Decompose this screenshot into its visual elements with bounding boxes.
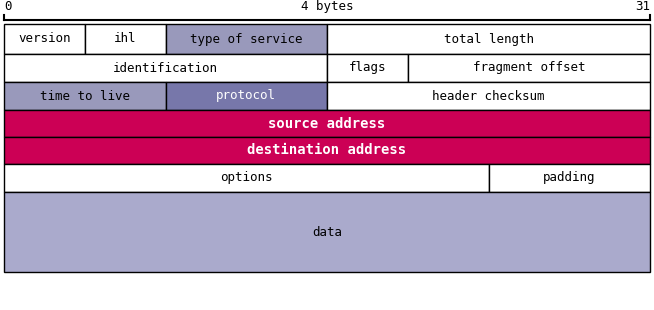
Bar <box>85 24 165 54</box>
Text: time to live: time to live <box>40 90 129 103</box>
Text: ihl: ihl <box>114 33 137 46</box>
Text: protocol: protocol <box>216 90 276 103</box>
Bar <box>4 82 165 110</box>
Bar <box>407 54 650 82</box>
Bar <box>489 164 650 192</box>
Text: 4 bytes: 4 bytes <box>301 0 353 13</box>
Text: flags: flags <box>349 61 386 74</box>
Bar <box>4 137 650 164</box>
Bar <box>4 110 650 137</box>
Text: padding: padding <box>543 171 596 184</box>
Bar <box>4 192 650 272</box>
Bar <box>165 24 327 54</box>
Text: header checksum: header checksum <box>432 90 545 103</box>
Text: 0: 0 <box>4 0 12 13</box>
Bar <box>4 54 327 82</box>
Text: fragment offset: fragment offset <box>473 61 585 74</box>
Text: options: options <box>220 171 273 184</box>
Text: type of service: type of service <box>190 33 303 46</box>
Text: version: version <box>18 33 71 46</box>
Text: identification: identification <box>113 61 218 74</box>
Bar <box>165 82 327 110</box>
Text: 31: 31 <box>635 0 650 13</box>
Bar <box>4 24 85 54</box>
Bar <box>327 82 650 110</box>
Text: destination address: destination address <box>247 144 407 157</box>
Text: source address: source address <box>268 117 386 131</box>
Bar <box>4 164 489 192</box>
Bar <box>327 24 650 54</box>
Text: data: data <box>312 225 342 238</box>
Bar <box>327 54 407 82</box>
Text: total length: total length <box>443 33 534 46</box>
